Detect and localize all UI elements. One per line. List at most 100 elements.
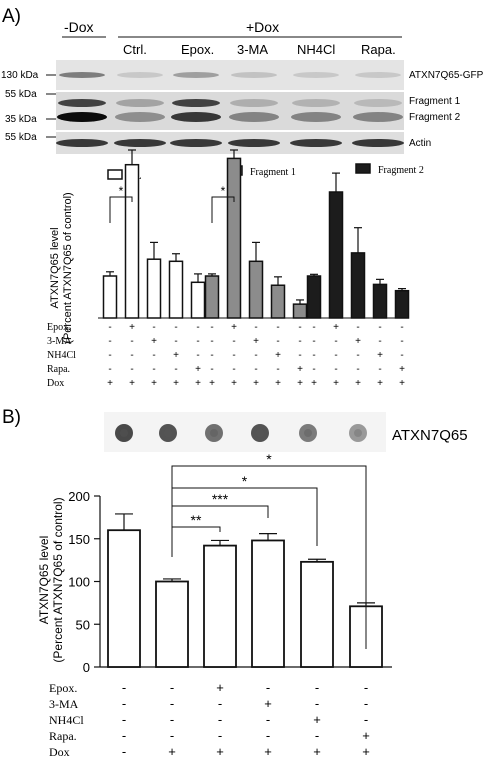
legend-swatch-fl: [107, 169, 123, 180]
condition-sign: -: [356, 322, 359, 333]
dot-blot-spot-core: [256, 429, 264, 437]
condition-sign: -: [378, 364, 381, 375]
significance-bracket: [171, 505, 269, 536]
condition-sign: -: [174, 364, 177, 375]
group-plus-dox-label: +Dox: [246, 19, 279, 35]
band-actin: [114, 139, 166, 147]
condition-sign: +: [173, 350, 179, 361]
band-actin: [170, 139, 222, 147]
kda-label-55-actin: 55 kDa: [5, 132, 37, 143]
bands-fragment-1: [58, 99, 402, 107]
condition-sign: -: [254, 322, 257, 333]
condition-label: Rapa.: [47, 364, 70, 375]
dot-blot-spot: [205, 424, 223, 442]
condition-sign: +: [355, 378, 361, 389]
condition-sign: -: [254, 350, 257, 361]
condition-sign: -: [266, 712, 270, 727]
band-fl: [355, 72, 401, 78]
condition-sign: -: [152, 350, 155, 361]
dot-blot-spot-core: [164, 429, 172, 437]
panel-b-label: B): [2, 407, 21, 428]
condition-sign: -: [298, 350, 301, 361]
band-fragment-2: [57, 112, 107, 122]
chart-a-ylabel: ATXN7Q65 level (Percent ATXN7Q65 of cont…: [49, 192, 74, 343]
condition-sign: -: [276, 364, 279, 375]
condition-sign: -: [130, 336, 133, 347]
condition-sign: +: [399, 378, 405, 389]
condition-sign: +: [333, 378, 339, 389]
significance-marker: *: [119, 184, 124, 198]
chart-b: ATXN7Q65 level (Percent ATXN7Q65 of cont…: [37, 451, 392, 759]
condition-sign: +: [264, 744, 272, 759]
condition-sign: -: [218, 728, 222, 743]
condition-label: Epox.: [47, 322, 71, 333]
condition-sign: +: [377, 350, 383, 361]
condition-sign: -: [108, 350, 111, 361]
condition-sign: -: [196, 350, 199, 361]
chart-b-bars: [107, 513, 383, 668]
dot-blot-spot: [251, 424, 269, 442]
condition-sign: -: [196, 336, 199, 347]
condition-sign: +: [173, 378, 179, 389]
condition-sign: -: [196, 322, 199, 333]
condition-label: Dox: [47, 378, 64, 389]
condition-sign: -: [312, 322, 315, 333]
condition-sign: -: [152, 364, 155, 375]
condition-sign: -: [232, 336, 235, 347]
bar-fragment-1: [248, 260, 264, 319]
band-fragment-2: [171, 112, 221, 122]
condition-sign: -: [210, 336, 213, 347]
bar-fragment-2: [306, 275, 322, 319]
bar-fl: [168, 260, 184, 319]
bar: [155, 580, 189, 668]
bar: [203, 544, 237, 668]
condition-sign: +: [231, 322, 237, 333]
condition-sign: -: [334, 350, 337, 361]
condition-sign: +: [399, 364, 405, 375]
condition-sign: -: [254, 364, 257, 375]
condition-label: Epox.: [49, 681, 77, 695]
condition-sign: -: [378, 322, 381, 333]
condition-sign: +: [107, 378, 113, 389]
kda-label-130: 130 kDa: [1, 70, 39, 81]
condition-sign: -: [210, 364, 213, 375]
bar-fragment-2: [350, 252, 366, 319]
kda-label-55-top: 55 kDa: [5, 89, 37, 100]
condition-sign: -: [122, 712, 126, 727]
band-fragment-2: [291, 112, 341, 122]
condition-sign: +: [313, 712, 321, 727]
condition-sign: -: [130, 350, 133, 361]
condition-sign: -: [218, 696, 222, 711]
bar-fragment-2: [394, 289, 410, 319]
bar: [300, 560, 334, 668]
band-label-atxn7q65-gfp: ATXN7Q65-GFP: [409, 70, 484, 81]
condition-sign: -: [108, 336, 111, 347]
bar: [107, 529, 141, 668]
band-fragment-2: [229, 112, 279, 122]
chart-b-ylabel-line-1: ATXN7Q65 level: [37, 536, 51, 624]
condition-sign: -: [122, 744, 126, 759]
significance-marker: **: [191, 512, 202, 528]
y-tick-label: 100: [68, 575, 90, 590]
significance-bracket: [171, 526, 221, 557]
condition-sign: +: [333, 322, 339, 333]
condition-sign: -: [210, 322, 213, 333]
bar-fl: [146, 258, 162, 319]
condition-sign: -: [276, 336, 279, 347]
condition-sign: -: [232, 350, 235, 361]
band-label-fragment-2: Fragment 2: [409, 112, 461, 123]
significance-marker: *: [221, 184, 226, 198]
condition-sign: -: [364, 712, 368, 727]
chart-b-conditions: Epox. - - + - - -3-MA - - - + - -NH4Cl - - - - + -Rapa. - - -…: [49, 680, 370, 759]
legend-label: Fragment 2: [378, 165, 424, 176]
condition-sign: -: [170, 680, 174, 695]
legend-label: Fragment 1: [250, 167, 296, 178]
band-fragment-1: [116, 99, 164, 107]
condition-label: 3-MA: [47, 336, 72, 347]
condition-sign: -: [298, 322, 301, 333]
dot-blot-spot-core: [210, 429, 218, 437]
condition-sign: -: [364, 680, 368, 695]
significance-marker: *: [266, 451, 272, 467]
band-actin: [56, 139, 108, 147]
dot-blot-spot-core: [354, 429, 362, 437]
